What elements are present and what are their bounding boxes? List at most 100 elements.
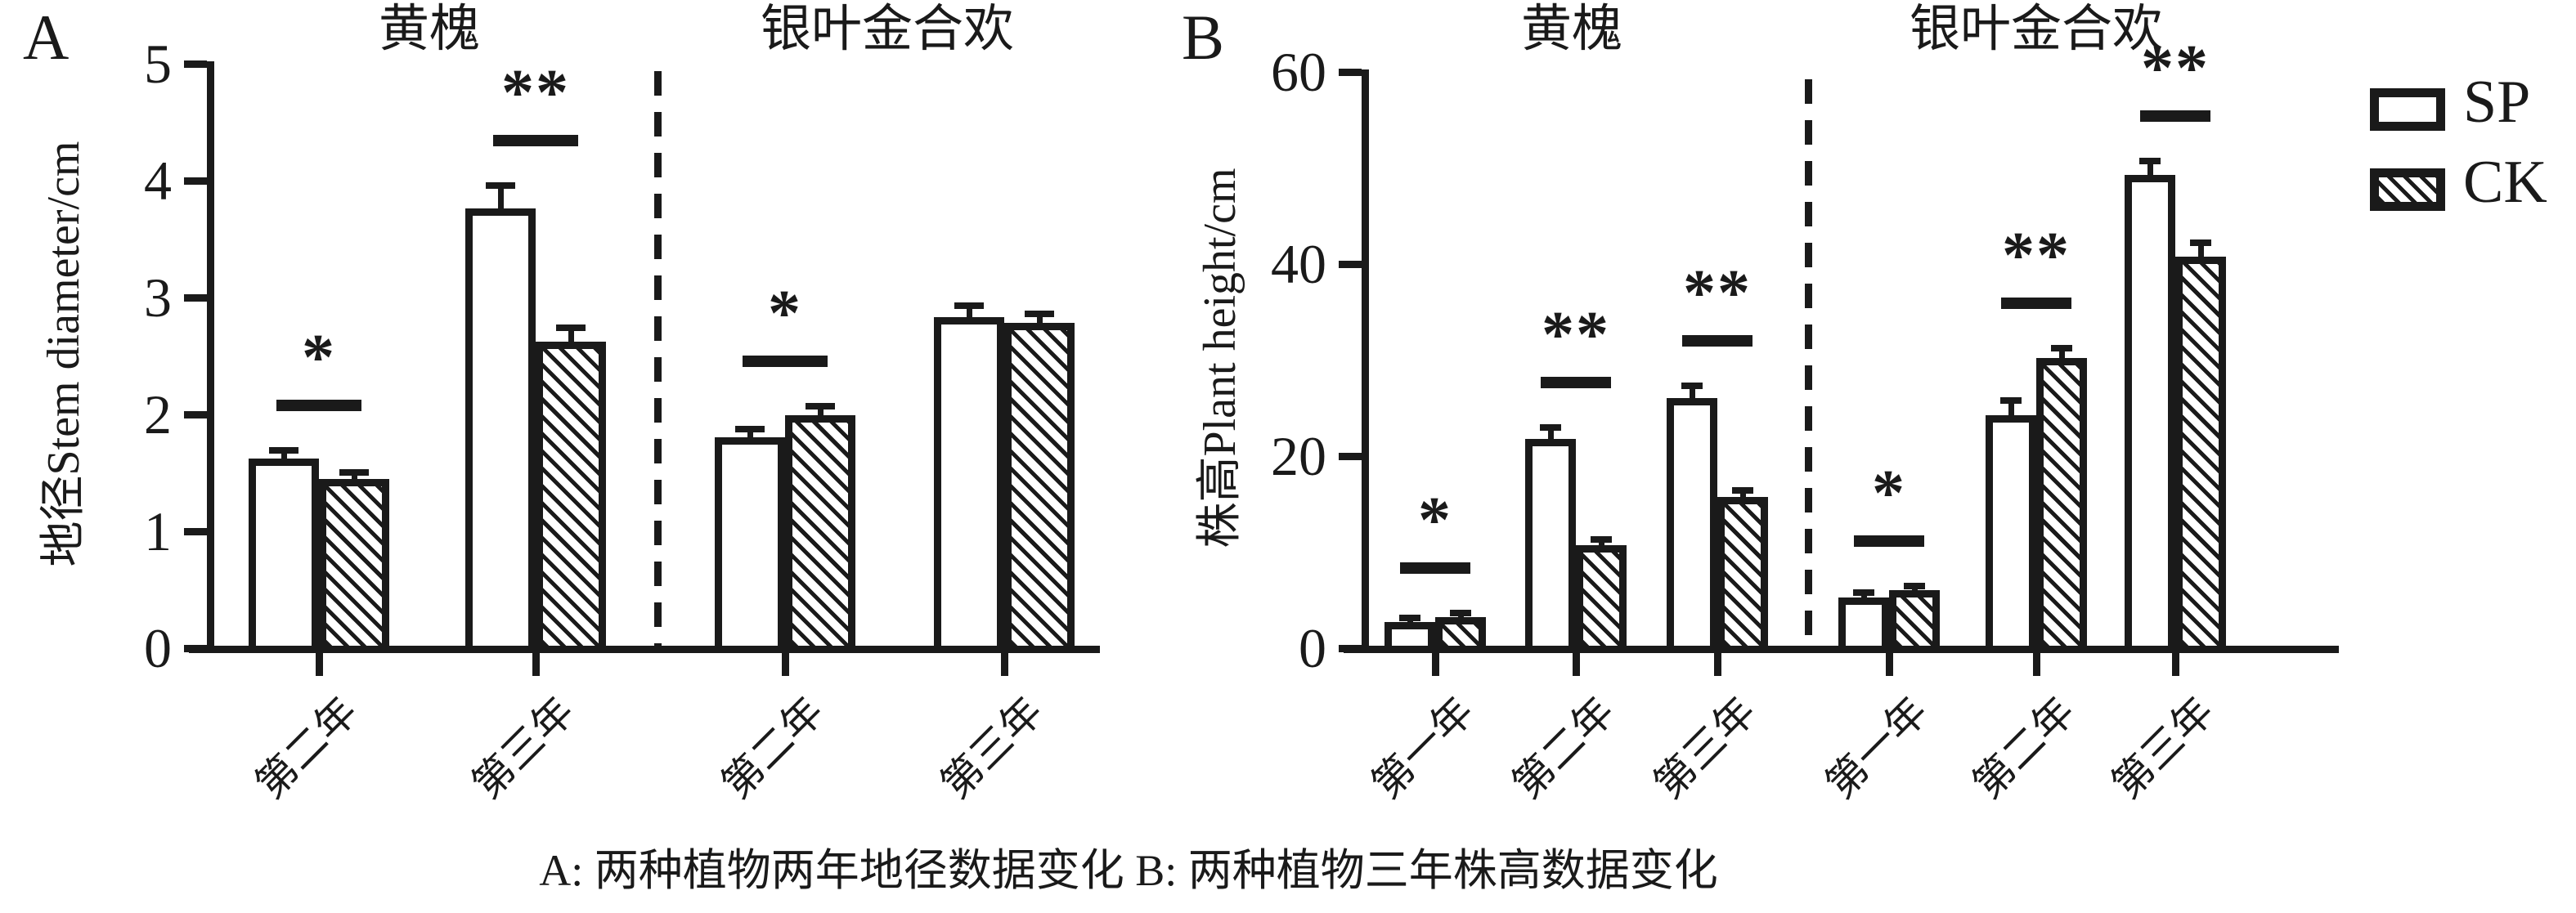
y-tick [184,411,207,418]
species-group-title: 黄槐 [378,2,480,57]
bar-sp [934,317,1004,653]
error-bar-cap [339,469,369,477]
error-bar-cap [2000,397,2022,405]
significance-stars: * [1872,458,1906,530]
y-tick [1339,645,1362,652]
legend-label-sp: SP [2463,69,2531,136]
x-tick [1432,653,1439,676]
error-bar-cap [1732,486,1753,494]
y-tick [184,177,207,185]
x-tick [532,653,540,676]
panel-letter: A [23,2,70,73]
y-tick-label: 60 [1271,41,1326,103]
y-tick-label: 2 [144,383,172,445]
x-tick [782,653,789,676]
panel-letter: B [1182,2,1225,73]
bar-ck [2036,357,2087,653]
error-bar-cap [2139,157,2161,164]
significance-stars: * [1418,485,1452,557]
error-bar-stem [967,305,972,318]
error-bar-stem [2198,242,2204,257]
y-tick-label: 1 [144,500,172,562]
x-tick [2033,653,2040,676]
y-tick [184,60,207,68]
significance-bar [276,400,361,412]
legend-swatch-sp [2370,88,2445,131]
y-tick-label: 5 [144,33,172,95]
x-tick [2172,653,2179,676]
bar-ck [1717,496,1768,653]
y-tick-label: 4 [144,150,172,212]
bar-ck [1889,589,1940,653]
error-bar-cap [1399,614,1420,621]
y-tick [184,528,207,535]
y-tick [1339,261,1362,268]
y-tick-label: 0 [1299,617,1326,679]
error-bar-stem [1548,427,1554,440]
species-group-title: 黄槐 [1520,2,1622,57]
species-divider-dashed-line [654,71,662,646]
bar-sp [1525,439,1576,653]
x-axis-line [189,646,1100,653]
bar-sp [1667,397,1717,653]
error-bar-stem [1740,490,1746,497]
significance-bar [1541,377,1611,389]
error-bar-stem [281,450,287,459]
significance-stars: ** [501,56,570,129]
legend-swatch-ck [2370,168,2445,211]
bar-sp [1986,415,2036,653]
significance-bar [1854,535,1924,548]
y-tick [1339,453,1362,460]
y-tick-label: 0 [144,617,172,679]
bar-ck [2175,257,2226,653]
bar-ck [1576,544,1627,653]
bar-sp [715,437,785,653]
bar-sp [1384,621,1435,653]
y-tick-label: 40 [1271,233,1326,295]
bar-ck [1435,616,1486,653]
significance-stars: ** [2141,32,2210,105]
species-group-title: 银叶金合欢 [760,2,1014,57]
error-bar-cap [1853,589,1874,597]
significance-bar [493,134,578,146]
bar-ck [536,342,606,653]
species-divider-dashed-line [1805,79,1812,646]
error-bar-cap [1904,583,1925,590]
error-bar-stem [2147,160,2153,176]
significance-stars: * [768,277,802,350]
legend-label-ck: CK [2463,149,2547,216]
error-bar-stem [1690,385,1695,398]
bar-ck [319,478,389,653]
error-bar-cap [735,426,765,433]
significance-bar [1400,562,1470,575]
y-axis-title: 株高Plant height/cm [1195,167,1245,548]
y-tick-label: 20 [1271,425,1326,487]
error-bar-stem [498,185,504,209]
y-axis-title: 地径Stem diameter/cm [38,141,89,566]
x-tick [1573,653,1580,676]
bar-sp [2125,175,2175,653]
significance-bar [743,355,828,367]
error-bar-cap [1025,310,1054,317]
significance-bar [2001,297,2071,309]
y-tick [1339,69,1362,76]
bar-ck [785,415,855,653]
bar-sp [465,208,536,653]
error-bar-cap [2190,239,2211,246]
error-bar-cap [1591,535,1612,543]
error-bar-cap [1450,610,1471,617]
bar-sp [249,459,319,653]
x-tick [1886,653,1893,676]
error-bar-stem [747,429,753,438]
error-bar-cap [1681,382,1703,389]
significance-stars: ** [2002,219,2071,292]
significance-stars: * [302,322,336,395]
error-bar-stem [568,328,574,342]
significance-stars: ** [1542,299,1610,372]
x-tick [1001,653,1008,676]
y-tick-label: 3 [144,266,172,329]
significance-bar [1682,334,1752,347]
bar-sp [1838,597,1889,653]
y-axis-line [1362,69,1369,653]
